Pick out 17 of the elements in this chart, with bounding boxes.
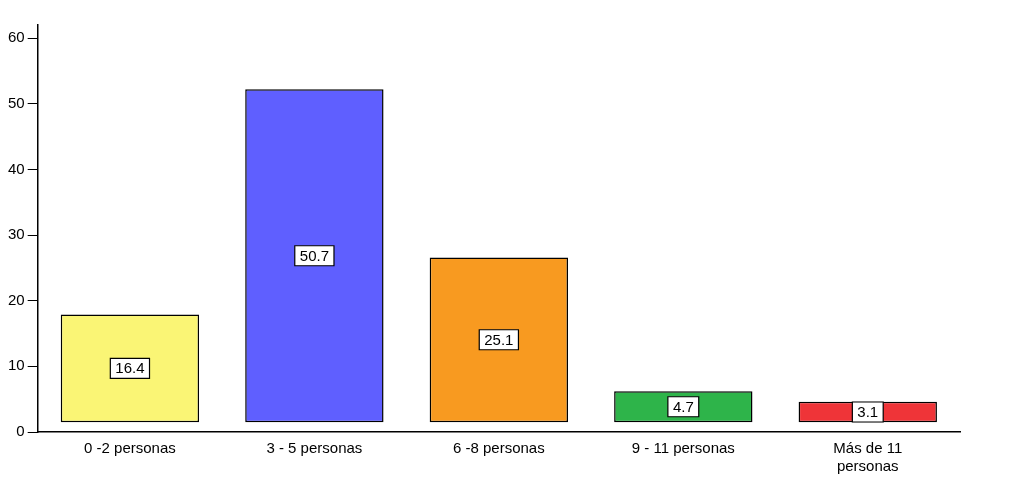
y-tick-label: 50	[8, 93, 25, 111]
y-tick-label: 30	[8, 225, 25, 243]
data-label: 16.4	[115, 359, 145, 377]
y-tick-label: 60	[8, 28, 25, 46]
data-label: 3.1	[857, 403, 879, 421]
x-tick-label: 3 - 5 personas	[266, 439, 363, 457]
x-tick-label: Más de 11 personas	[833, 439, 903, 475]
y-tick-label: 10	[8, 356, 25, 374]
x-tick-label: 9 - 11 personas	[631, 439, 735, 457]
x-tick-label: 0 -2 personas	[84, 439, 176, 457]
y-tick-label: 20	[8, 290, 25, 308]
data-label: 25.1	[484, 330, 514, 348]
y-tick-label: 40	[8, 159, 25, 177]
data-label: 50.7	[299, 246, 329, 264]
y-tick-label: 0	[16, 422, 25, 440]
data-label: 4.7	[672, 397, 694, 415]
x-tick-label: 6 -8 personas	[452, 439, 545, 457]
